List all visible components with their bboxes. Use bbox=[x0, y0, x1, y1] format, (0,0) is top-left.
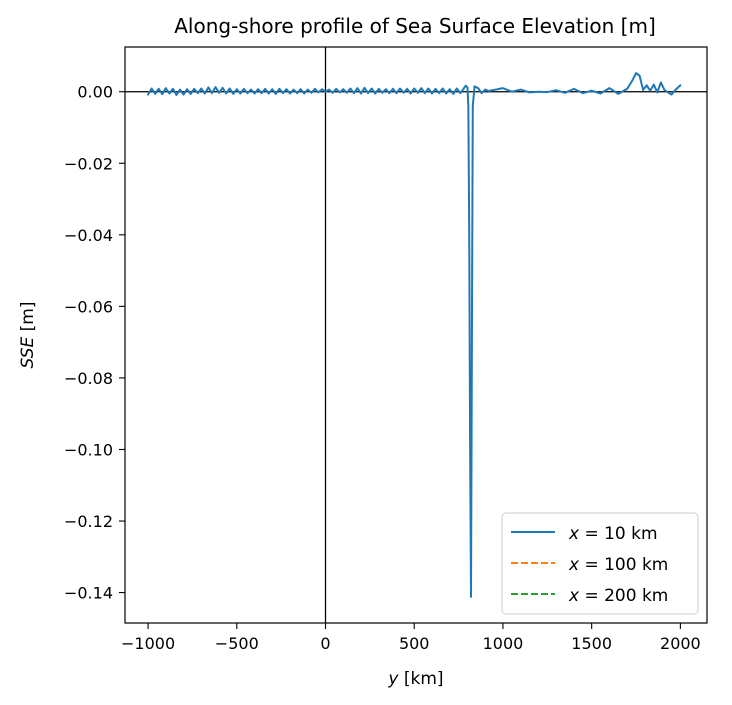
x-tick-label: −500 bbox=[215, 634, 259, 653]
y-axis-label: SSE [m] bbox=[18, 302, 38, 369]
y-tick-label: −0.04 bbox=[64, 226, 113, 245]
plot-area bbox=[124, 46, 708, 624]
legend-box bbox=[501, 512, 699, 615]
x-axis-label: y [km] bbox=[387, 669, 443, 689]
x-tick-label: 2000 bbox=[660, 634, 701, 653]
chart-title: Along-shore profile of Sea Surface Eleva… bbox=[174, 14, 656, 38]
legend-label: x = 10 km bbox=[568, 524, 658, 544]
y-tick-label: −0.12 bbox=[64, 512, 113, 531]
y-tick-label: −0.02 bbox=[64, 154, 113, 173]
x-tick-label: 0 bbox=[320, 634, 330, 653]
legend: x = 10 km x = 100 km x = 200 km bbox=[501, 512, 699, 615]
x-tick-label: 1500 bbox=[571, 634, 612, 653]
y-tick-label: −0.08 bbox=[64, 369, 113, 388]
axes-frame bbox=[124, 46, 708, 624]
legend-entry-x-200-km: x = 200 km bbox=[511, 586, 668, 606]
x-axis-ticks: −1000 −500 0 500 1000 1500 2000 bbox=[121, 623, 701, 653]
legend-label: x = 200 km bbox=[568, 586, 668, 606]
y-tick-label: −0.06 bbox=[64, 297, 113, 316]
legend-entry-x-10-km: x = 10 km bbox=[511, 524, 658, 544]
series-line-x-10-km bbox=[147, 72, 682, 598]
y-tick-label: −0.14 bbox=[64, 584, 113, 603]
y-tick-label: −0.10 bbox=[64, 440, 113, 459]
x-tick-label: 500 bbox=[399, 634, 430, 653]
legend-label: x = 100 km bbox=[568, 555, 668, 575]
legend-entry-x-100-km: x = 100 km bbox=[511, 555, 668, 575]
x-tick-label: 1000 bbox=[483, 634, 524, 653]
x-tick-label: −1000 bbox=[121, 634, 175, 653]
y-tick-label: 0.00 bbox=[77, 83, 113, 102]
y-axis-ticks: 0.00 −0.02 −0.04 −0.06 −0.08 −0.10 −0.12 −0.14 bbox=[64, 83, 125, 603]
